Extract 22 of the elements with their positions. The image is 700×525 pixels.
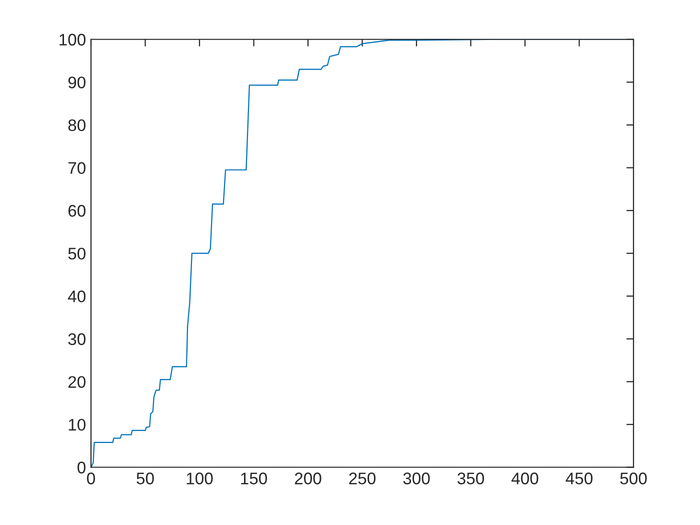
x-tick-label: 400: [511, 472, 538, 484]
x-tick-label: 450: [566, 472, 593, 484]
x-tick-label: 500: [620, 472, 647, 484]
x-tick-label: 350: [457, 472, 484, 484]
x-tick-label: 200: [294, 472, 322, 484]
x-tick-label: 300: [403, 472, 430, 484]
y-tick-label: 90: [68, 76, 86, 88]
y-tick-label: 50: [68, 248, 86, 260]
x-tick-label: 0: [87, 472, 95, 484]
y-tick-label: 80: [68, 119, 86, 132]
y-tick-label: 30: [68, 333, 86, 346]
x-tick-label: 150: [241, 472, 268, 484]
y-tick-label: 70: [68, 162, 86, 174]
y-tick-label: 0: [78, 462, 86, 474]
y-tick-label: 60: [68, 204, 86, 217]
x-tick-label: 50: [136, 472, 154, 484]
y-tick-label: 40: [68, 290, 86, 302]
y-tick-label: 20: [68, 376, 86, 388]
x-tick-label: 100: [186, 472, 213, 484]
x-tick-label: 250: [349, 472, 376, 484]
y-tick-label: 10: [68, 418, 86, 431]
y-tick-label: 100: [60, 34, 86, 46]
